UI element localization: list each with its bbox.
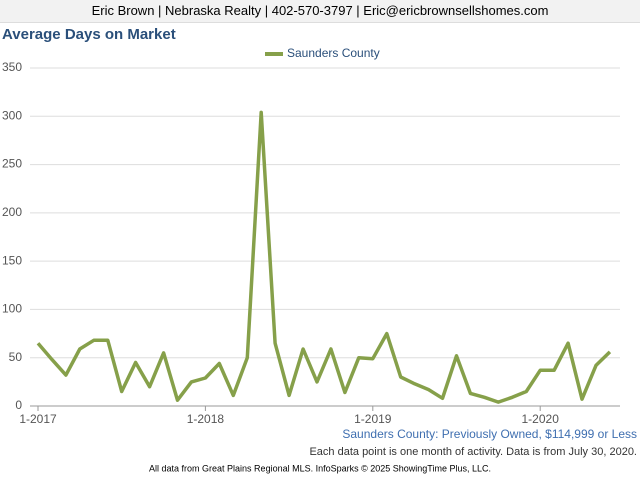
data-line — [36, 110, 612, 404]
y-tick-label: 200 — [2, 205, 22, 219]
x-tick-label: 1-2020 — [522, 412, 560, 426]
y-tick-label: 300 — [2, 108, 22, 122]
chart-title: Average Days on Market — [2, 26, 176, 43]
y-tick-label: 0 — [15, 398, 22, 412]
legend-label: Saunders County — [287, 46, 380, 60]
x-tick-label: 1-2018 — [187, 412, 225, 426]
x-tick-label: 1-2019 — [354, 412, 392, 426]
y-tick-label: 50 — [9, 350, 23, 364]
filter-label: Saunders County: Previously Owned, $114,… — [342, 427, 637, 441]
x-tick-label: 1-2017 — [19, 412, 57, 426]
note: Each data point is one month of activity… — [309, 446, 637, 458]
y-tick-label: 150 — [2, 253, 22, 267]
y-tick-label: 350 — [2, 60, 22, 74]
header: Eric Brown | Nebraska Realty | 402-570-3… — [0, 0, 640, 23]
y-tick-label: 250 — [2, 157, 22, 171]
credit: All data from Great Plains Regional MLS.… — [149, 463, 491, 473]
y-tick-label: 100 — [2, 302, 22, 316]
